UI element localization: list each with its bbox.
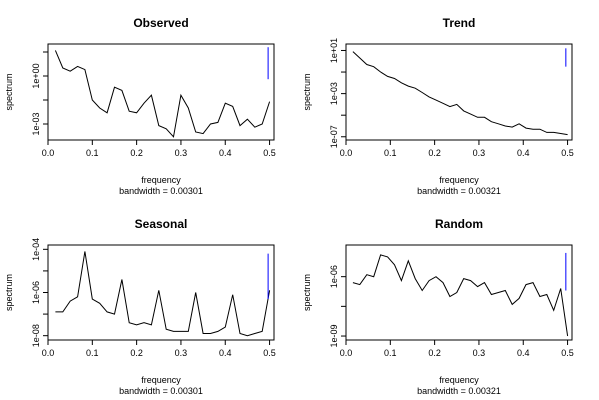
x-axis-label: frequency (141, 375, 181, 385)
y-tick-label: 1e-07 (329, 125, 339, 148)
bandwidth-label: bandwidth = 0.00321 (417, 186, 501, 196)
spectrum-line (352, 51, 568, 136)
x-tick-label: 0.0 (340, 348, 353, 358)
x-tick-label: 0.4 (517, 148, 530, 158)
y-tick-label: 1e-06 (31, 281, 41, 304)
y-tick-label: 1e-04 (31, 238, 41, 261)
x-axis-label: frequency (141, 175, 181, 185)
panel-title: Seasonal (135, 217, 188, 231)
x-tick-label: 0.2 (130, 148, 143, 158)
x-tick-label: 0.2 (428, 148, 441, 158)
x-tick-label: 0.5 (561, 348, 574, 358)
spectrum-line (54, 50, 271, 138)
y-axis-label: spectrum (302, 274, 312, 311)
spectrum-line (352, 254, 569, 337)
x-tick-label: 0.5 (561, 148, 574, 158)
plot-frame (345, 244, 573, 341)
x-tick-label: 0.4 (219, 348, 232, 358)
x-tick-label: 0.0 (42, 348, 55, 358)
plot-frame (345, 43, 573, 141)
panel-observed: Observed 0.0 0.1 0.2 0.3 0.4 0.5 1e-03 1e+00 freq… (4, 16, 276, 196)
y-axis-label: spectrum (4, 274, 14, 311)
x-tick-label: 0.2 (428, 348, 441, 358)
x-tick-label: 0.3 (473, 348, 486, 358)
y-tick-label: 1e-09 (329, 325, 339, 348)
y-tick-label: 1e-03 (31, 112, 41, 135)
plot-frame (47, 244, 275, 341)
x-tick-label: 0.4 (219, 148, 232, 158)
panel-title: Observed (133, 16, 188, 30)
x-tick-label: 0.5 (263, 148, 276, 158)
bandwidth-label: bandwidth = 0.00301 (119, 186, 203, 196)
plot-frame (47, 43, 275, 141)
x-tick-label: 0.4 (517, 348, 530, 358)
panel-title: Random (435, 217, 483, 231)
x-tick-label: 0.0 (340, 148, 353, 158)
y-axis-label: spectrum (4, 73, 14, 110)
spectrum-line (55, 251, 271, 337)
y-tick-label: 1e+00 (31, 63, 41, 88)
y-tick-label: 1e-08 (31, 324, 41, 347)
panel-seasonal: Seasonal 0.0 0.1 0.2 0.3 0.4 0.5 1e-04 1e-06 1e-0… (4, 217, 276, 396)
x-tick-label: 0.5 (263, 348, 276, 358)
x-tick-label: 0.2 (130, 348, 143, 358)
x-axis-label: frequency (439, 375, 479, 385)
panel-title: Trend (443, 16, 476, 30)
y-axis-label: spectrum (302, 73, 312, 110)
x-tick-label: 0.0 (42, 148, 55, 158)
y-tick-label: 1e-06 (329, 265, 339, 288)
x-tick-label: 0.1 (86, 148, 99, 158)
y-tick-label: 1e-03 (329, 82, 339, 105)
x-tick-label: 0.1 (86, 348, 99, 358)
panel-random: Random 0.0 0.1 0.2 0.3 0.4 0.5 1e-06 1e-09 freque… (302, 217, 574, 396)
x-tick-label: 0.3 (175, 348, 188, 358)
x-tick-label: 0.3 (175, 148, 188, 158)
x-axis-label: frequency (439, 175, 479, 185)
panel-trend: Trend 0.0 0.1 0.2 0.3 0.4 0.5 1e+01 1e-03 1e-07 fr… (302, 16, 574, 196)
x-tick-label: 0.1 (384, 148, 397, 158)
x-tick-label: 0.3 (473, 148, 486, 158)
bandwidth-label: bandwidth = 0.00321 (417, 386, 501, 396)
y-tick-label: 1e+01 (329, 38, 339, 63)
x-tick-label: 0.1 (384, 348, 397, 358)
bandwidth-label: bandwidth = 0.00301 (119, 386, 203, 396)
